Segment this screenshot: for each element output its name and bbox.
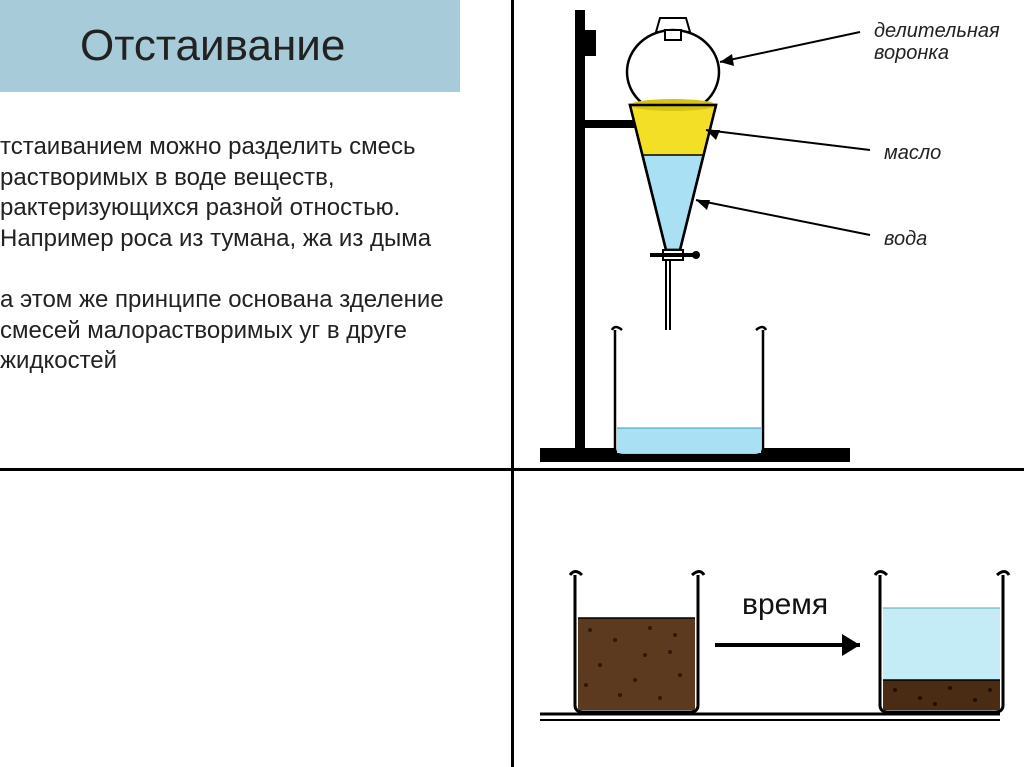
title-band: Отстаивание: [0, 0, 460, 92]
label-oil: масло: [884, 142, 941, 165]
label-funnel: делительная воронка: [874, 20, 1024, 64]
paragraph-2: а этом же принципе основана зделение сме…: [0, 285, 480, 377]
label-water: вода: [884, 228, 927, 251]
slide: Отстаивание тстаиванием можно разделить …: [0, 0, 1024, 767]
body-text: тстаиванием можно разделить смесь раство…: [0, 132, 480, 407]
paragraph-1: тстаиванием можно разделить смесь раство…: [0, 132, 480, 255]
funnel-svg: [520, 0, 1024, 468]
slide-title: Отстаивание: [80, 21, 345, 71]
separating-funnel-diagram: делительная воронка масло вода: [520, 0, 1024, 468]
divider-horizontal: [0, 468, 1024, 471]
label-time: время: [742, 588, 828, 622]
settling-diagram: время: [520, 480, 1020, 760]
divider-vertical: [511, 0, 514, 767]
